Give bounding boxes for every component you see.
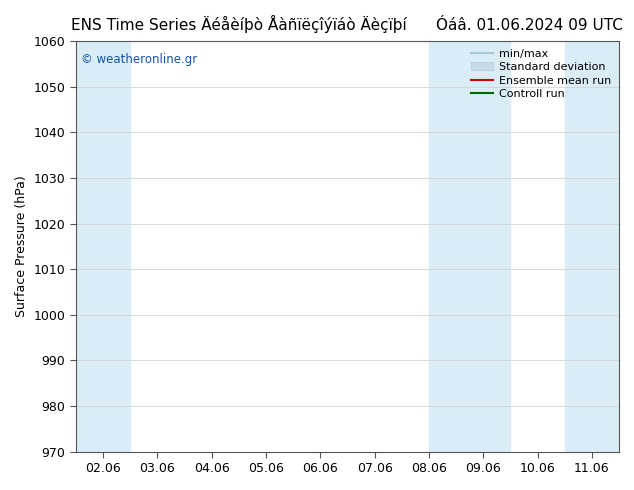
Text: © weatheronline.gr: © weatheronline.gr: [81, 53, 198, 67]
Bar: [76, 41, 130, 452]
Bar: [429, 41, 510, 452]
Legend: min/max, Standard deviation, Ensemble mean run, Controll run: min/max, Standard deviation, Ensemble me…: [467, 45, 616, 103]
Y-axis label: Surface Pressure (hPa): Surface Pressure (hPa): [15, 175, 28, 317]
Title: ENS Time Series Äéåèíþò Åàñïëçîýïáò Äèçïþí      Óáâ. 01.06.2024 09 UTC: ENS Time Series Äéåèíþò Åàñïëçîýïáò Äèçï…: [72, 15, 623, 33]
Bar: [565, 41, 619, 452]
